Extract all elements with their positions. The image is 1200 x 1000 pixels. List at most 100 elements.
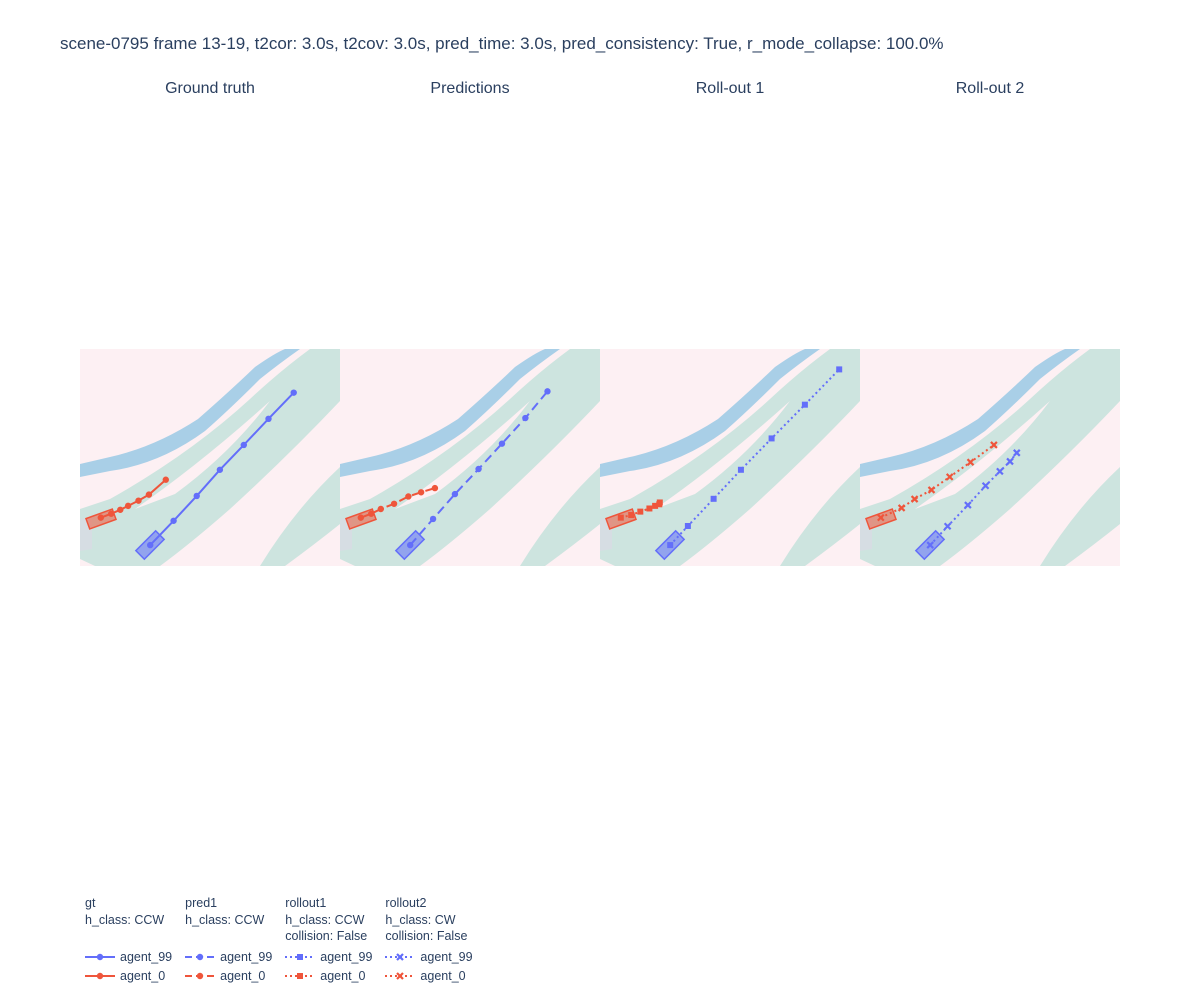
legend-group-info: h_class: CCW xyxy=(285,912,365,927)
legend-item-pred1-agent_99[interactable]: agent_99 xyxy=(185,948,272,967)
map-drivable-area-2 xyxy=(260,467,340,566)
map-walkway xyxy=(860,349,1080,477)
point-gt-agent_0-0 xyxy=(97,514,104,521)
point-rollout2-agent_99-3 xyxy=(981,481,990,490)
map-walkway xyxy=(340,349,560,477)
point-gt-agent_0-6 xyxy=(162,476,169,483)
legend-item-rollout1-agent_99[interactable]: agent_99 xyxy=(285,948,372,967)
legend-item-gt-agent_99[interactable]: agent_99 xyxy=(85,948,172,967)
point-pred1-agent_99-1 xyxy=(429,515,437,523)
map-drivable-area-2 xyxy=(1040,467,1120,566)
legend-swatch xyxy=(185,953,216,961)
point-rollout2-agent_99-4 xyxy=(996,467,1004,476)
point-pred1-agent_0-0 xyxy=(357,514,364,521)
legend-item-rollout2-agent_0[interactable]: agent_0 xyxy=(385,967,472,986)
point-gt-agent_99-1 xyxy=(170,517,177,524)
legend-marker xyxy=(196,972,204,980)
legend-group-info: collision: False xyxy=(285,929,368,943)
point-gt-agent_0-4 xyxy=(135,497,142,504)
point-rollout2-agent_0-5 xyxy=(966,458,975,466)
point-pred1-agent_99-6 xyxy=(544,388,551,395)
point-pred1-agent_0-6 xyxy=(431,484,439,492)
legend-marker xyxy=(96,972,104,980)
point-rollout2-agent_0-2 xyxy=(910,495,919,503)
point-rollout2-agent_99-2 xyxy=(964,501,972,509)
point-rollout2-agent_0-0 xyxy=(877,513,885,522)
legend-item-rollout1-agent_0[interactable]: agent_0 xyxy=(285,967,372,986)
legend-group-info: h_class: CCW xyxy=(85,912,165,927)
legend-swatch xyxy=(385,953,416,961)
legend-item-label: agent_99 xyxy=(420,950,473,964)
subplot-gt xyxy=(80,349,340,566)
legend-marker xyxy=(196,953,204,961)
point-pred1-agent_99-4 xyxy=(498,440,506,447)
legend-marker xyxy=(297,973,304,979)
point-gt-agent_99-6 xyxy=(290,389,297,396)
point-rollout1-agent_99-3 xyxy=(737,466,744,473)
point-rollout2-agent_0-6 xyxy=(990,441,998,449)
point-rollout2-agent_99-1 xyxy=(943,522,952,531)
point-pred1-agent_0-5 xyxy=(417,489,425,496)
legend-swatch xyxy=(285,973,316,979)
legend-group-rollout2[interactable]: rollout2 h_class: CW collision: False agent… xyxy=(385,895,473,986)
point-gt-agent_0-5 xyxy=(145,491,153,498)
point-rollout1-agent_0-3 xyxy=(646,505,653,512)
point-rollout1-agent_99-6 xyxy=(836,366,843,373)
point-rollout1-agent_0-4 xyxy=(652,502,659,509)
legend-swatch xyxy=(385,972,416,980)
legend-swatch xyxy=(285,954,316,960)
figure-title: scene-0795 frame 13-19, t2cor: 3.0s, t2c… xyxy=(60,34,944,53)
legend-item-gt-agent_0[interactable]: agent_0 xyxy=(85,967,172,986)
legend-marker xyxy=(396,972,405,980)
legend-marker xyxy=(297,954,304,960)
map-walkway xyxy=(80,349,300,477)
map-drivable-area-2 xyxy=(780,467,860,566)
subplot-rollout2 xyxy=(860,349,1120,566)
point-rollout1-agent_0-1 xyxy=(628,512,635,519)
point-pred1-agent_99-0 xyxy=(407,541,414,549)
legend-item-label: agent_0 xyxy=(420,969,466,983)
point-rollout1-agent_99-0 xyxy=(667,542,674,549)
point-pred1-agent_99-5 xyxy=(522,414,529,422)
point-pred1-agent_0-1 xyxy=(368,510,375,517)
point-rollout2-agent_99-5 xyxy=(1006,457,1014,466)
legend-marker xyxy=(396,953,405,961)
point-rollout1-agent_99-1 xyxy=(684,522,691,529)
legend-item-pred1-agent_0[interactable]: agent_0 xyxy=(185,967,272,986)
legend-group-rollout1[interactable]: rollout1 h_class: CCW collision: False agen… xyxy=(285,895,372,986)
point-gt-agent_99-2 xyxy=(193,492,200,500)
point-gt-agent_0-2 xyxy=(117,506,124,513)
point-gt-agent_99-3 xyxy=(216,466,224,473)
legend-group-info: h_class: CW xyxy=(385,912,456,927)
point-rollout1-agent_0-0 xyxy=(617,514,624,521)
legend-swatch xyxy=(85,972,115,980)
point-gt-agent_0-3 xyxy=(124,502,132,510)
point-gt-agent_99-0 xyxy=(147,541,154,549)
point-gt-agent_99-4 xyxy=(240,441,247,449)
legend-item-rollout2-agent_99[interactable]: agent_99 xyxy=(385,948,473,967)
subplot-title-gt: Ground truth xyxy=(165,80,255,97)
subplot-pred1 xyxy=(340,349,600,566)
subplot-title-predictions: Predictions xyxy=(430,80,510,97)
point-pred1-agent_0-4 xyxy=(405,493,412,500)
subplot-rollout1 xyxy=(600,349,860,566)
point-rollout2-agent_0-4 xyxy=(945,473,954,481)
legend-marker xyxy=(96,953,104,961)
legend-group-title: pred1 xyxy=(185,896,218,910)
legend-item-label: agent_99 xyxy=(320,950,373,964)
point-rollout1-agent_0-6 xyxy=(656,499,663,506)
map-walkway xyxy=(600,349,820,477)
point-pred1-agent_0-2 xyxy=(377,505,385,513)
legend-item-label: agent_0 xyxy=(320,969,366,983)
subplot-title-rollout-2: Roll-out 2 xyxy=(955,80,1025,97)
subplot-title-rollout-1: Roll-out 1 xyxy=(695,80,765,97)
point-gt-agent_99-5 xyxy=(265,415,272,423)
legend-item-label: agent_99 xyxy=(220,950,273,964)
point-gt-agent_0-1 xyxy=(108,510,115,517)
point-rollout2-agent_0-3 xyxy=(927,486,936,494)
point-rollout1-agent_99-5 xyxy=(801,401,808,408)
